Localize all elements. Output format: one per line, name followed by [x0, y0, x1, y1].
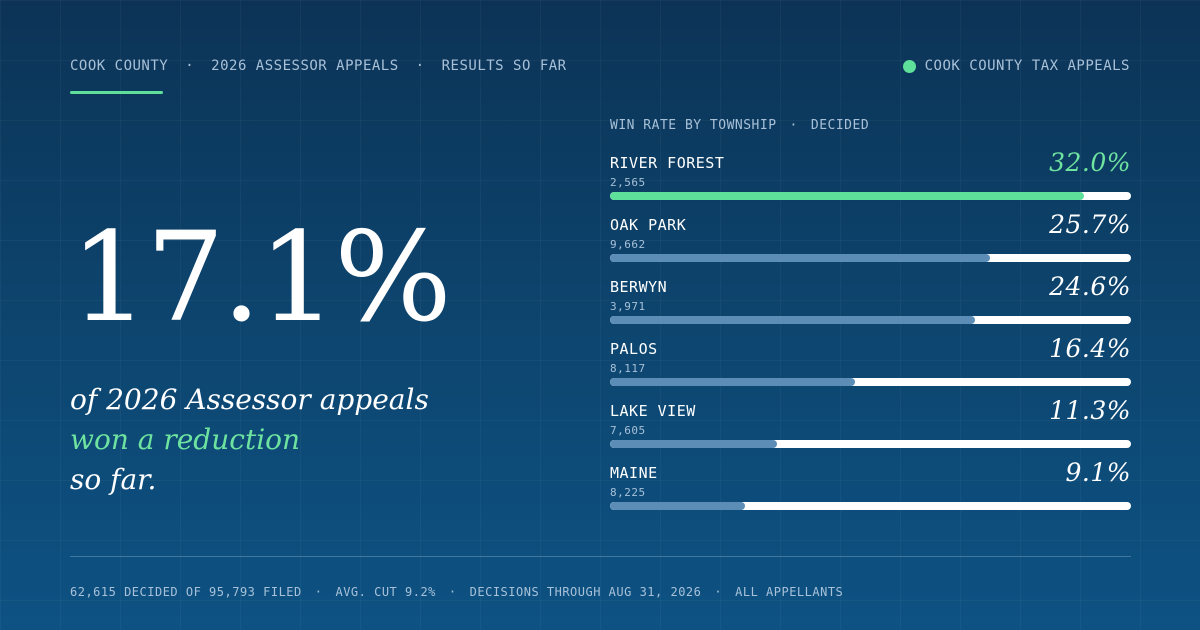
- status-dot-icon: [902, 59, 916, 73]
- hero-caption-line1: of 2026 Assessor appeals: [70, 383, 429, 416]
- footer-separator: ·: [314, 585, 323, 599]
- township-row: OAK PARK 9,662 25.7%: [610, 210, 1131, 278]
- township-name: OAK PARK: [610, 216, 687, 234]
- footer-avg-cut: AVG. CUT 9.2%: [335, 585, 436, 599]
- breadcrumb-separator: ·: [415, 58, 425, 74]
- win-rate-bar-track: [610, 440, 1131, 448]
- breadcrumb-county: COOK COUNTY: [70, 58, 169, 74]
- win-rate-bar-fill: [610, 192, 1085, 200]
- breadcrumb-appeals: 2026 ASSESSOR APPEALS: [211, 58, 399, 74]
- win-rate-bar-track: [610, 192, 1131, 200]
- township-count: 9,662: [610, 238, 646, 251]
- hero-stat-block: 17.1%: [70, 206, 452, 350]
- panel-tag: DECIDED: [810, 118, 870, 133]
- win-rate-bar-fill: [610, 316, 975, 324]
- win-rate-bar-fill: [610, 440, 777, 448]
- win-rate-bar-track: [610, 254, 1131, 262]
- township-name: BERWYN: [610, 278, 668, 296]
- footer-through-date: DECISIONS THROUGH AUG 31, 2026: [469, 585, 702, 599]
- panel-heading: WIN RATE BY TOWNSHIP · DECIDED: [610, 118, 1131, 133]
- township-name: PALOS: [610, 340, 658, 358]
- hero-caption: of 2026 Assessor appeals won a reduction…: [70, 380, 429, 500]
- township-win-rate: 24.6%: [1049, 272, 1131, 301]
- township-win-rate: 9.1%: [1065, 458, 1131, 487]
- township-row: PALOS 8,117 16.4%: [610, 334, 1131, 402]
- township-panel: WIN RATE BY TOWNSHIP · DECIDED RIVER FORES…: [610, 118, 1131, 510]
- township-name: RIVER FOREST: [610, 154, 725, 172]
- township-row: RIVER FOREST 2,565 32.0%: [610, 148, 1131, 216]
- township-count: 2,565: [610, 176, 646, 189]
- breadcrumb-results: RESULTS SO FAR: [441, 58, 567, 74]
- win-rate-bar-fill: [610, 378, 855, 386]
- brand-label: COOK COUNTY TAX APPEALS: [924, 58, 1130, 74]
- township-count: 7,605: [610, 424, 646, 437]
- footer: 62,615 DECIDED OF 95,793 FILED · AVG. CUT …: [70, 585, 843, 599]
- township-win-rate: 32.0%: [1049, 148, 1131, 177]
- hero-caption-line3: so far.: [70, 463, 157, 496]
- township-row: MAINE 8,225 9.1%: [610, 458, 1131, 526]
- footer-separator: ·: [448, 585, 457, 599]
- hero-stat: 17.1%: [70, 206, 452, 350]
- footer-separator: ·: [714, 585, 723, 599]
- township-count: 8,117: [610, 362, 646, 375]
- footer-divider: [70, 556, 1131, 557]
- township-row: BERWYN 3,971 24.6%: [610, 272, 1131, 340]
- breadcrumb-underline: [70, 91, 163, 94]
- township-row: LAKE VIEW 7,605 11.3%: [610, 396, 1131, 464]
- township-name: LAKE VIEW: [610, 402, 696, 420]
- township-count: 8,225: [610, 486, 646, 499]
- win-rate-bar-track: [610, 378, 1131, 386]
- footer-decided: 62,615 DECIDED OF 95,793 FILED: [70, 585, 302, 599]
- township-win-rate: 11.3%: [1049, 396, 1131, 425]
- win-rate-bar-track: [610, 502, 1131, 510]
- breadcrumb-separator: ·: [185, 58, 195, 74]
- footer-appellants: ALL APPELLANTS: [735, 585, 844, 599]
- panel-heading-separator: ·: [789, 118, 798, 133]
- township-count: 3,971: [610, 300, 646, 313]
- township-win-rate: 16.4%: [1049, 334, 1131, 363]
- win-rate-bar-track: [610, 316, 1131, 324]
- panel-title: WIN RATE BY TOWNSHIP: [610, 118, 777, 133]
- township-win-rate: 25.7%: [1049, 210, 1131, 239]
- breadcrumb: COOK COUNTY · 2026 ASSESSOR APPEALS · RESULT…: [70, 58, 567, 74]
- township-name: MAINE: [610, 464, 658, 482]
- hero-caption-highlight: won a reduction: [70, 423, 301, 456]
- win-rate-bar-fill: [610, 254, 991, 262]
- win-rate-bar-fill: [610, 502, 746, 510]
- brand: COOK COUNTY TAX APPEALS: [902, 58, 1130, 74]
